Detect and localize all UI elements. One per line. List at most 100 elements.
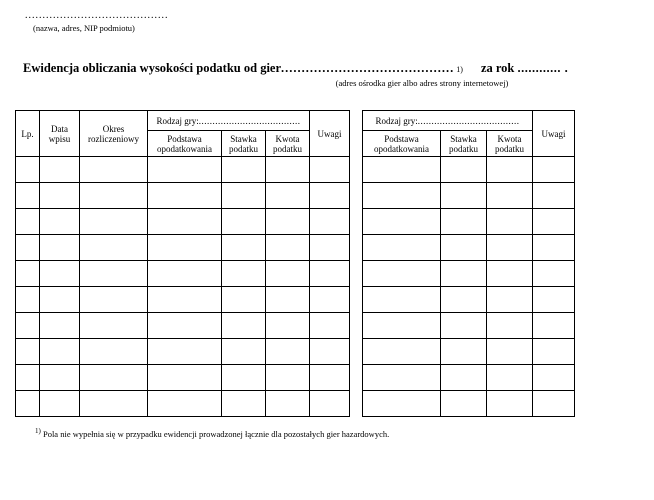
table-cell — [441, 287, 487, 313]
table-cell — [16, 157, 40, 183]
table-cell — [310, 261, 350, 287]
table-cell — [310, 209, 350, 235]
table-cell — [16, 209, 40, 235]
right-table: Rodzaj gry:.............................… — [362, 110, 575, 417]
title-superscript: 1) — [456, 65, 463, 74]
table-cell — [80, 209, 148, 235]
table-cell — [222, 391, 266, 417]
table-cell — [40, 157, 80, 183]
entity-dotted-line: ........................................… — [25, 10, 639, 21]
table-row — [16, 365, 350, 391]
table-row — [16, 261, 350, 287]
col-kwota: Kwota podatku — [487, 131, 533, 157]
table-cell — [487, 339, 533, 365]
table-cell — [533, 157, 575, 183]
title-subcaption: (adres ośrodka gier albo adres strony in… — [205, 78, 639, 88]
table-cell — [266, 183, 310, 209]
table-cell — [80, 183, 148, 209]
table-row — [16, 157, 350, 183]
table-cell — [266, 157, 310, 183]
title-main: Ewidencja obliczania wysokości podatku o… — [23, 61, 281, 76]
table-cell — [533, 183, 575, 209]
table-cell — [80, 261, 148, 287]
table-row — [363, 235, 575, 261]
table-cell — [80, 365, 148, 391]
table-cell — [16, 391, 40, 417]
table-cell — [441, 209, 487, 235]
title-dots: ........................................… — [281, 61, 454, 76]
rodzaj-label: Rodzaj gry: — [376, 116, 418, 126]
table-cell — [363, 391, 441, 417]
table-cell — [222, 261, 266, 287]
table-cell — [266, 391, 310, 417]
table-cell — [310, 313, 350, 339]
left-table-body — [16, 157, 350, 417]
table-cell — [222, 313, 266, 339]
table-cell — [80, 339, 148, 365]
table-cell — [310, 157, 350, 183]
col-rodzaj-gry: Rodzaj gry:.............................… — [148, 111, 310, 131]
table-cell — [533, 287, 575, 313]
table-cell — [441, 261, 487, 287]
table-cell — [533, 365, 575, 391]
table-row — [363, 313, 575, 339]
table-cell — [363, 339, 441, 365]
table-cell — [222, 339, 266, 365]
left-table: Lp. Data wpisu Okres rozliczeniowy Rodza… — [15, 110, 350, 417]
footnote: 1) Pola nie wypełnia się w przypadku ewi… — [33, 427, 639, 439]
table-cell — [310, 287, 350, 313]
table-cell — [533, 391, 575, 417]
table-row — [16, 183, 350, 209]
table-cell — [222, 287, 266, 313]
right-table-body — [363, 157, 575, 417]
table-cell — [222, 157, 266, 183]
entity-caption: (nazwa, adres, NIP podmiotu) — [33, 23, 639, 33]
table-cell — [148, 365, 222, 391]
table-cell — [487, 287, 533, 313]
table-row — [16, 209, 350, 235]
table-cell — [266, 261, 310, 287]
table-row — [363, 391, 575, 417]
table-cell — [40, 313, 80, 339]
tables-container: Lp. Data wpisu Okres rozliczeniowy Rodza… — [15, 110, 639, 417]
table-cell — [266, 365, 310, 391]
table-cell — [533, 261, 575, 287]
table-cell — [363, 365, 441, 391]
table-row — [363, 339, 575, 365]
col-podstawa: Podstawa opodatkowania — [363, 131, 441, 157]
table-cell — [80, 157, 148, 183]
table-row — [16, 235, 350, 261]
table-cell — [487, 391, 533, 417]
table-cell — [533, 209, 575, 235]
zarok-block: za rok ............ . — [481, 61, 568, 76]
table-row — [363, 365, 575, 391]
table-cell — [16, 339, 40, 365]
rodzaj-label: Rodzaj gry: — [157, 116, 199, 126]
table-cell — [363, 313, 441, 339]
col-podstawa: Podstawa opodatkowania — [148, 131, 222, 157]
table-cell — [363, 209, 441, 235]
table-cell — [16, 287, 40, 313]
zarok-label: za rok — [481, 61, 518, 75]
table-cell — [487, 365, 533, 391]
table-cell — [266, 287, 310, 313]
table-cell — [441, 235, 487, 261]
zarok-dots: ............ . — [518, 61, 569, 75]
table-cell — [80, 391, 148, 417]
title-row: Ewidencja obliczania wysokości podatku o… — [23, 61, 639, 76]
table-cell — [441, 339, 487, 365]
table-row — [16, 313, 350, 339]
table-cell — [363, 157, 441, 183]
table-row — [16, 391, 350, 417]
table-cell — [148, 157, 222, 183]
table-cell — [310, 339, 350, 365]
table-cell — [310, 235, 350, 261]
table-cell — [266, 235, 310, 261]
table-row — [363, 157, 575, 183]
table-cell — [533, 313, 575, 339]
table-cell — [148, 313, 222, 339]
table-cell — [363, 287, 441, 313]
table-cell — [80, 235, 148, 261]
table-cell — [266, 209, 310, 235]
col-data-wpisu: Data wpisu — [40, 111, 80, 157]
